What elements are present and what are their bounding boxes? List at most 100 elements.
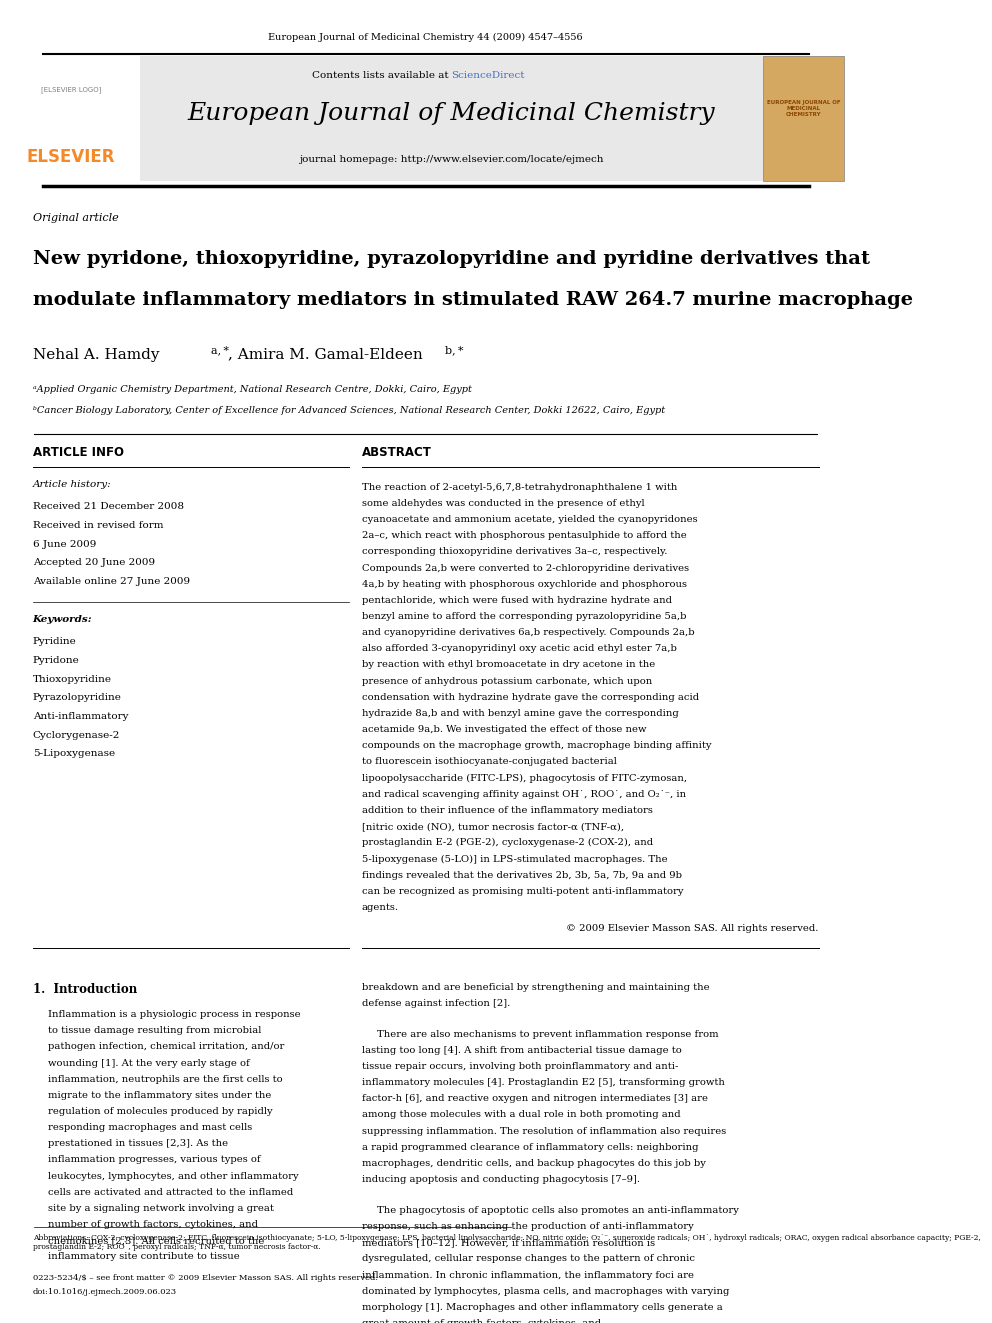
Text: wounding [1]. At the very early stage of: wounding [1]. At the very early stage of	[48, 1058, 250, 1068]
FancyBboxPatch shape	[7, 56, 844, 181]
Text: benzyl amine to afford the corresponding pyrazolopyridine 5a,b: benzyl amine to afford the corresponding…	[362, 613, 686, 620]
Text: and radical scavenging affinity against OH˙, ROO˙, and O₂˙⁻, in: and radical scavenging affinity against …	[362, 790, 686, 799]
Text: Available online 27 June 2009: Available online 27 June 2009	[33, 577, 189, 586]
Text: Inflammation is a physiologic process in response: Inflammation is a physiologic process in…	[48, 1009, 301, 1019]
Text: 1.  Introduction: 1. Introduction	[33, 983, 137, 996]
Text: Anti-inflammatory: Anti-inflammatory	[33, 712, 128, 721]
Text: to tissue damage resulting from microbial: to tissue damage resulting from microbia…	[48, 1027, 262, 1035]
Text: Thioxopyridine: Thioxopyridine	[33, 675, 112, 684]
Text: [ELSEVIER LOGO]: [ELSEVIER LOGO]	[41, 87, 101, 94]
Text: Pyrazolopyridine: Pyrazolopyridine	[33, 693, 121, 703]
Text: pentachloride, which were fused with hydrazine hydrate and: pentachloride, which were fused with hyd…	[362, 595, 672, 605]
Text: agents.: agents.	[362, 902, 399, 912]
Text: [nitric oxide (NO), tumor necrosis factor-α (TNF-α),: [nitric oxide (NO), tumor necrosis facto…	[362, 822, 624, 831]
Text: Pyridone: Pyridone	[33, 656, 79, 665]
Text: pathogen infection, chemical irritation, and/or: pathogen infection, chemical irritation,…	[48, 1043, 285, 1052]
Text: great amount of growth factors, cytokines, and: great amount of growth factors, cytokine…	[362, 1319, 601, 1323]
Text: some aldehydes was conducted in the presence of ethyl: some aldehydes was conducted in the pres…	[362, 499, 645, 508]
Text: 6 June 2009: 6 June 2009	[33, 540, 96, 549]
Text: macrophages, dendritic cells, and backup phagocytes do this job by: macrophages, dendritic cells, and backup…	[362, 1159, 705, 1168]
Text: lipoopolysaccharide (FITC-LPS), phagocytosis of FITC-zymosan,: lipoopolysaccharide (FITC-LPS), phagocyt…	[362, 774, 687, 783]
Text: tissue repair occurs, involving both proinflammatory and anti-: tissue repair occurs, involving both pro…	[362, 1062, 679, 1072]
FancyBboxPatch shape	[7, 56, 140, 181]
Text: defense against infection [2].: defense against infection [2].	[362, 999, 510, 1008]
Text: Pyridine: Pyridine	[33, 638, 76, 647]
Text: New pyridone, thioxopyridine, pyrazolopyridine and pyridine derivatives that: New pyridone, thioxopyridine, pyrazolopy…	[33, 250, 870, 267]
Text: presence of anhydrous potassium carbonate, which upon: presence of anhydrous potassium carbonat…	[362, 676, 652, 685]
Text: Original article: Original article	[33, 213, 118, 224]
Text: Received in revised form: Received in revised form	[33, 521, 163, 531]
Text: EUROPEAN JOURNAL OF
MEDICINAL
CHEMISTRY: EUROPEAN JOURNAL OF MEDICINAL CHEMISTRY	[767, 101, 840, 116]
Text: Abbreviations: COX-2, cycloxygenase-2; FITC, fluorescein isothiocyanate; 5-LO, 5: Abbreviations: COX-2, cycloxygenase-2; F…	[33, 1234, 980, 1252]
Text: suppressing inflammation. The resolution of inflammation also requires: suppressing inflammation. The resolution…	[362, 1127, 726, 1135]
Text: ARTICLE INFO: ARTICLE INFO	[33, 446, 124, 459]
Text: inflammatory molecules [4]. Prostaglandin E2 [5], transforming growth: inflammatory molecules [4]. Prostaglandi…	[362, 1078, 725, 1088]
Text: can be recognized as promising multi-potent anti-inflammatory: can be recognized as promising multi-pot…	[362, 886, 683, 896]
Text: a, *: a, *	[211, 345, 229, 356]
Text: mediators [10–12]. However, if inflammation resolution is: mediators [10–12]. However, if inflammat…	[362, 1238, 655, 1248]
Text: inflammation progresses, various types of: inflammation progresses, various types o…	[48, 1155, 261, 1164]
Text: regulation of molecules produced by rapidly: regulation of molecules produced by rapi…	[48, 1107, 273, 1117]
Text: Compounds 2a,b were converted to 2-chloropyridine derivatives: Compounds 2a,b were converted to 2-chlor…	[362, 564, 689, 573]
Text: inflammation. In chronic inflammation, the inflammatory foci are: inflammation. In chronic inflammation, t…	[362, 1270, 693, 1279]
Text: 0223-5234/$ – see front matter © 2009 Elsevier Masson SAS. All rights reserved.: 0223-5234/$ – see front matter © 2009 El…	[33, 1274, 378, 1282]
Text: factor-h [6], and reactive oxygen and nitrogen intermediates [3] are: factor-h [6], and reactive oxygen and ni…	[362, 1094, 708, 1103]
FancyBboxPatch shape	[763, 56, 844, 181]
Text: acetamide 9a,b. We investigated the effect of those new: acetamide 9a,b. We investigated the effe…	[362, 725, 647, 734]
Text: 5-lipoxygenase (5-LO)] in LPS-stimulated macrophages. The: 5-lipoxygenase (5-LO)] in LPS-stimulated…	[362, 855, 668, 864]
Text: , Amira M. Gamal-Eldeen: , Amira M. Gamal-Eldeen	[228, 348, 423, 361]
Text: Article history:: Article history:	[33, 480, 111, 488]
Text: 2a–c, which react with phosphorous pentasulphide to afford the: 2a–c, which react with phosphorous penta…	[362, 532, 686, 540]
Text: to fluorescein isothiocyanate-conjugated bacterial: to fluorescein isothiocyanate-conjugated…	[362, 758, 617, 766]
Text: 4a,b by heating with phosphorous oxychloride and phosphorous: 4a,b by heating with phosphorous oxychlo…	[362, 579, 686, 589]
Text: Contents lists available at: Contents lists available at	[311, 71, 451, 79]
Text: The phagocytosis of apoptotic cells also promotes an anti-inflammatory: The phagocytosis of apoptotic cells also…	[377, 1207, 739, 1215]
Text: morphology [1]. Macrophages and other inflammatory cells generate a: morphology [1]. Macrophages and other in…	[362, 1303, 722, 1312]
Text: Accepted 20 June 2009: Accepted 20 June 2009	[33, 558, 155, 568]
Text: response, such as enhancing the production of anti-inflammatory: response, such as enhancing the producti…	[362, 1222, 693, 1232]
Text: ABSTRACT: ABSTRACT	[362, 446, 432, 459]
Text: Keywords:: Keywords:	[33, 615, 92, 624]
Text: breakdown and are beneficial by strengthening and maintaining the: breakdown and are beneficial by strength…	[362, 983, 709, 992]
Text: Nehal A. Hamdy: Nehal A. Hamdy	[33, 348, 159, 361]
Text: b, *: b, *	[444, 345, 463, 356]
Text: journal homepage: http://www.elsevier.com/locate/ejmech: journal homepage: http://www.elsevier.co…	[300, 155, 604, 164]
Text: ScienceDirect: ScienceDirect	[451, 71, 525, 79]
Text: site by a signaling network involving a great: site by a signaling network involving a …	[48, 1204, 274, 1213]
Text: ELSEVIER: ELSEVIER	[27, 148, 115, 165]
Text: European Journal of Medicinal Chemistry 44 (2009) 4547–4556: European Journal of Medicinal Chemistry …	[269, 33, 583, 42]
Text: hydrazide 8a,b and with benzyl amine gave the corresponding: hydrazide 8a,b and with benzyl amine gav…	[362, 709, 679, 718]
Text: compounds on the macrophage growth, macrophage binding affinity: compounds on the macrophage growth, macr…	[362, 741, 711, 750]
Text: dysregulated, cellular response changes to the pattern of chronic: dysregulated, cellular response changes …	[362, 1254, 694, 1263]
Text: Received 21 December 2008: Received 21 December 2008	[33, 503, 184, 512]
Text: The reaction of 2-acetyl-5,6,7,8-tetrahydronaphthalene 1 with: The reaction of 2-acetyl-5,6,7,8-tetrahy…	[362, 483, 678, 492]
Text: inflammation, neutrophils are the first cells to: inflammation, neutrophils are the first …	[48, 1074, 283, 1084]
Text: inducing apoptosis and conducting phagocytosis [7–9].: inducing apoptosis and conducting phagoc…	[362, 1175, 640, 1184]
Text: European Journal of Medicinal Chemistry: European Journal of Medicinal Chemistry	[187, 102, 715, 126]
Text: 5-Lipoxygenase: 5-Lipoxygenase	[33, 749, 115, 758]
Text: corresponding thioxopyridine derivatives 3a–c, respectively.: corresponding thioxopyridine derivatives…	[362, 548, 668, 557]
Text: There are also mechanisms to prevent inflammation response from: There are also mechanisms to prevent inf…	[377, 1029, 719, 1039]
Text: migrate to the inflammatory sites under the: migrate to the inflammatory sites under …	[48, 1091, 272, 1099]
Text: number of growth factors, cytokines, and: number of growth factors, cytokines, and	[48, 1220, 258, 1229]
Text: and cyanopyridine derivatives 6a,b respectively. Compounds 2a,b: and cyanopyridine derivatives 6a,b respe…	[362, 628, 694, 638]
Text: Cyclorygenase-2: Cyclorygenase-2	[33, 730, 120, 740]
Text: cyanoacetate and ammonium acetate, yielded the cyanopyridones: cyanoacetate and ammonium acetate, yield…	[362, 515, 697, 524]
Text: responding macrophages and mast cells: responding macrophages and mast cells	[48, 1123, 252, 1132]
Text: cells are activated and attracted to the inflamed: cells are activated and attracted to the…	[48, 1188, 294, 1197]
Text: prostaglandin E-2 (PGE-2), cycloxygenase-2 (COX-2), and: prostaglandin E-2 (PGE-2), cycloxygenase…	[362, 839, 653, 847]
Text: © 2009 Elsevier Masson SAS. All rights reserved.: © 2009 Elsevier Masson SAS. All rights r…	[566, 923, 818, 933]
Text: modulate inflammatory mediators in stimulated RAW 264.7 murine macrophage: modulate inflammatory mediators in stimu…	[33, 291, 913, 308]
Text: a rapid programmed clearance of inflammatory cells: neighboring: a rapid programmed clearance of inflamma…	[362, 1143, 698, 1152]
Text: chemokines [2,3]. All cells recruited to the: chemokines [2,3]. All cells recruited to…	[48, 1236, 265, 1245]
Text: dominated by lymphocytes, plasma cells, and macrophages with varying: dominated by lymphocytes, plasma cells, …	[362, 1287, 729, 1295]
Text: by reaction with ethyl bromoacetate in dry acetone in the: by reaction with ethyl bromoacetate in d…	[362, 660, 655, 669]
Text: ᵇCancer Biology Laboratory, Center of Excellence for Advanced Sciences, National: ᵇCancer Biology Laboratory, Center of Ex…	[33, 406, 665, 415]
Text: inflammatory site contribute to tissue: inflammatory site contribute to tissue	[48, 1253, 240, 1261]
Text: ᵃApplied Organic Chemistry Department, National Research Centre, Dokki, Cairo, E: ᵃApplied Organic Chemistry Department, N…	[33, 385, 471, 394]
Text: prestationed in tissues [2,3]. As the: prestationed in tissues [2,3]. As the	[48, 1139, 228, 1148]
Text: doi:10.1016/j.ejmech.2009.06.023: doi:10.1016/j.ejmech.2009.06.023	[33, 1287, 177, 1295]
Text: addition to their influence of the inflammatory mediators: addition to their influence of the infla…	[362, 806, 653, 815]
Text: lasting too long [4]. A shift from antibacterial tissue damage to: lasting too long [4]. A shift from antib…	[362, 1045, 682, 1054]
Text: leukocytes, lymphocytes, and other inflammatory: leukocytes, lymphocytes, and other infla…	[48, 1172, 299, 1180]
